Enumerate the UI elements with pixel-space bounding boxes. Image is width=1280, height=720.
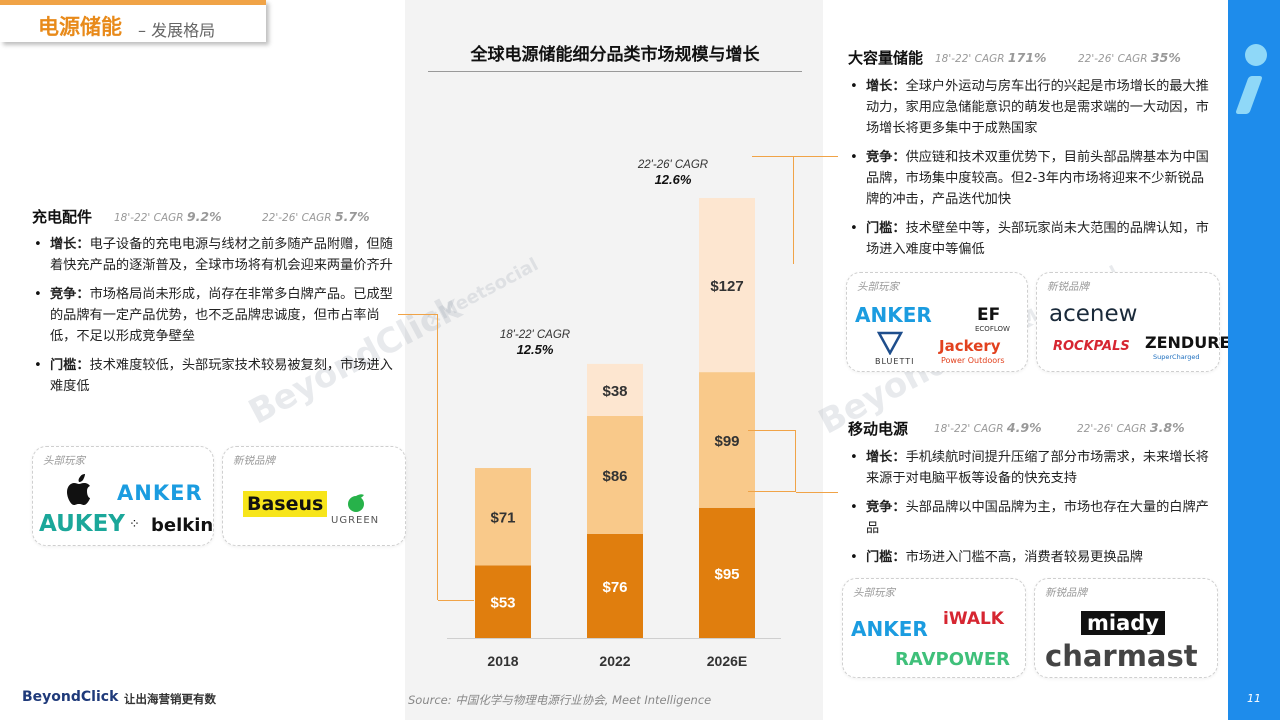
bar-segment [475, 565, 531, 638]
page-title: 电源储能 [38, 15, 122, 39]
bar-segment [699, 372, 755, 508]
cagr-annotation-value: 12.5% [517, 342, 554, 357]
side-brand-strip [1228, 0, 1280, 720]
logo-anker: ANKER [117, 481, 203, 505]
logo-box-caption: 头部玩家 [43, 455, 85, 467]
data-label: $86 [602, 468, 627, 485]
data-label: $76 [602, 579, 627, 596]
bullet-item: 竞争：市场格局尚未形成，尚存在非常多白牌产品。已成型的品牌有一定产品优势，也不乏… [32, 284, 402, 347]
apple-logo-icon [67, 474, 90, 505]
cagr-annotation-label: 22'-26' CAGR [637, 159, 708, 171]
logo-ecoflow-mark: EF [977, 305, 1001, 325]
bullet-item: 增长：全球户外运动与房车出行的兴起是市场增长的最大推动力，家用应急储能意识的萌发… [848, 76, 1210, 139]
logo-ecoflow: ECOFLOW [975, 325, 1010, 333]
bar-segment [587, 415, 643, 534]
logo-zendure: ZENDURE [1145, 333, 1231, 352]
logo-bluetti: BLUETTI [875, 357, 915, 366]
connector-line [438, 600, 474, 601]
bullet-item: 门槛：市场进入门槛不高，消费者较易更换品牌 [848, 547, 1210, 568]
logo-box-caption: 新锐品牌 [1045, 587, 1087, 599]
logo-zendure-tagline: SuperCharged [1153, 353, 1200, 361]
bar-segment [699, 198, 755, 373]
connector-line [796, 492, 838, 493]
logo-charmast: charmast [1045, 639, 1198, 673]
bullet-item: 竞争：供应链和技术双重优势下，目前头部品牌基本为中国品牌，市场集中度较高。但2-… [848, 147, 1210, 210]
source-note: Source: 中国化学与物理电源行业协会, Meet Intelligence [408, 693, 712, 707]
logo-iwalk: iWALK [943, 609, 1004, 629]
logo-aukey: AUKEY [39, 511, 125, 537]
cagr-annotation-label: 18'-22' CAGR [500, 329, 570, 341]
bluetti-icon [877, 331, 903, 355]
bullet-item: 门槛：技术难度较低，头部玩家技术较易被复刻，市场进入难度低 [32, 355, 402, 397]
connector-line [794, 156, 838, 157]
bar-segment [475, 468, 531, 566]
cagr-annotation-value: 12.6% [655, 172, 692, 187]
logo-box-caption: 头部玩家 [857, 281, 899, 293]
logo-miady: miady [1081, 611, 1165, 635]
belkin-dots-icon: ⁘ [129, 517, 140, 532]
header-tab: 电源储能 – 发展格局 [0, 0, 266, 42]
cagr-22-26: 22'-26' CAGR 3.8% [1077, 420, 1185, 435]
logo-anker: ANKER [851, 617, 928, 641]
logo-belkin: belkin [151, 515, 214, 536]
x-tick-label: 2018 [487, 653, 518, 669]
section-title-large-storage: 大容量储能 [848, 49, 924, 67]
logo-rockpals: ROCKPALS [1053, 339, 1130, 354]
logo-box-leaders: 头部玩家 ANKER AUKEY ⁘ belkin [32, 446, 214, 546]
ugreen-leaf-icon [348, 494, 364, 512]
logo-box-newcomers: 新锐品牌 miady charmast [1034, 578, 1218, 678]
logo-box-newcomers: 新锐品牌 acenew ROCKPALS ZENDURE SuperCharge… [1036, 272, 1230, 372]
cagr-18-22: 18'-22' CAGR 9.2% [114, 209, 222, 224]
logo-box-leaders: 头部玩家 ANKER EF ECOFLOW BLUETTI Jackery Po… [846, 272, 1028, 372]
data-label: $99 [714, 433, 739, 450]
cagr-18-22: 18'-22' CAGR 171% [935, 50, 1047, 65]
x-tick-label: 2026E [707, 653, 747, 669]
bar-segment [587, 363, 643, 416]
bar-segment [587, 533, 643, 638]
logo-box-newcomers: 新锐品牌 Baseus UGREEN [222, 446, 406, 546]
page-number: 11 [1247, 692, 1261, 705]
logo-jackery-tagline: Power Outdoors [941, 356, 1005, 365]
section-title-chargers: 充电配件 [32, 208, 93, 226]
logo-anker: ANKER [855, 303, 932, 327]
brand-dot-icon [1245, 44, 1267, 66]
logo-acenew: acenew [1049, 301, 1138, 327]
bullet-list: 增长：手机续航时间提升压缩了部分市场需求，未来增长将来源于对电脑平板等设备的快充… [848, 447, 1210, 576]
data-label: $71 [490, 510, 515, 527]
bar-segment [699, 507, 755, 638]
connector-line [398, 314, 438, 600]
logo-jackery: Jackery [939, 337, 1001, 355]
logo-box-caption: 新锐品牌 [233, 455, 275, 467]
data-label: $95 [714, 566, 739, 583]
chart-title: 全球电源储能细分品类市场规模与增长 [428, 40, 802, 72]
page-subtitle: – 发展格局 [138, 21, 216, 40]
connector-line [752, 156, 794, 264]
data-label: $53 [490, 595, 515, 612]
bullet-item: 门槛：技术壁垒中等，头部玩家尚未大范围的品牌认知，市场进入难度中等偏低 [848, 218, 1210, 260]
brand-slash-icon [1235, 76, 1263, 114]
cagr-22-26: 22'-26' CAGR 35% [1078, 50, 1181, 65]
data-label: $38 [602, 383, 627, 400]
logo-ugreen: UGREEN [331, 515, 380, 526]
bullet-list: 增长：电子设备的充电电源与线材之前多随产品附赠，但随着快充产品的逐渐普及，全球市… [32, 234, 402, 405]
brand-slogan: 让出海营销更有数 [124, 692, 216, 706]
bullet-list: 增长：全球户外运动与房车出行的兴起是市场增长的最大推动力，家用应急储能意识的萌发… [848, 76, 1210, 268]
x-tick-label: 2022 [599, 653, 630, 669]
logo-box-leaders: 头部玩家 ANKER iWALK RAVPOWER [842, 578, 1026, 678]
bullet-item: 竞争：头部品牌以中国品牌为主，市场也存在大量的白牌产品 [848, 497, 1210, 539]
cagr-22-26: 22'-26' CAGR 5.7% [262, 209, 370, 224]
bullet-item: 增长：电子设备的充电电源与线材之前多随产品附赠，但随着快充产品的逐渐普及，全球市… [32, 234, 402, 276]
logo-ravpower: RAVPOWER [895, 649, 1011, 670]
bullet-item: 增长：手机续航时间提升压缩了部分市场需求，未来增长将来源于对电脑平板等设备的快充… [848, 447, 1210, 489]
logo-box-caption: 头部玩家 [853, 587, 895, 599]
data-label: $127 [710, 278, 743, 295]
connector-line [748, 430, 796, 492]
cagr-18-22: 18'-22' CAGR 4.9% [934, 420, 1042, 435]
bar-chart: $53 $71 2018 $76 $86 $38 2022 $95 $99 $127 2026E 18… [447, 159, 781, 669]
logo-box-caption: 新锐品牌 [1047, 281, 1089, 293]
section-title-power-bank: 移动电源 [848, 420, 909, 438]
logo-baseus: Baseus [243, 491, 328, 517]
brand-logo: BeyondClick [22, 689, 119, 705]
